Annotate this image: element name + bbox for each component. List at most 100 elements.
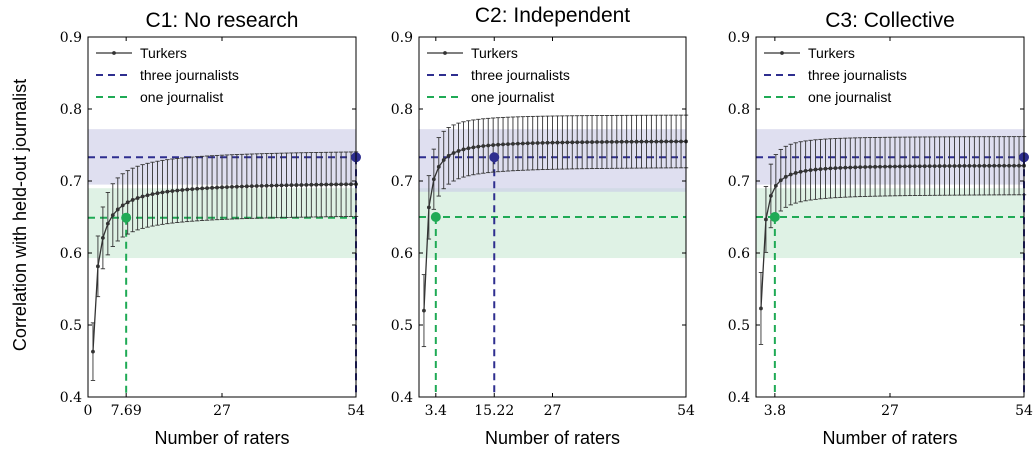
y-tick-label: 0.9 (391, 30, 413, 46)
legend-turkers-marker (443, 51, 447, 55)
legend-one-journalist-label: one journalist (140, 89, 223, 105)
turkers-point (175, 188, 180, 193)
turkers-point (644, 139, 649, 144)
turkers-point (778, 178, 783, 183)
turkers-point (481, 144, 486, 148)
one-journalist-crossover-marker (121, 212, 132, 223)
turkers-point (868, 165, 873, 169)
turkers-point (669, 139, 674, 144)
turkers-point (768, 194, 773, 198)
turkers-point (436, 164, 441, 169)
x-tick-label: 3.4 (425, 403, 447, 419)
turkers-point (269, 183, 274, 188)
turkers-point (609, 139, 614, 144)
chart-panel-3: 0.4 0.5 0.6 0.7 0.8 0.9 3.8 27 54 C3: Collective N… (728, 9, 1033, 448)
turkers-point (210, 185, 214, 190)
turkers-point (912, 164, 917, 169)
turkers-point (808, 168, 813, 173)
turkers-point (590, 140, 594, 144)
turkers-point (967, 164, 972, 168)
legend-three-journalists-label: three journalists (471, 67, 570, 83)
turkers-point (471, 145, 476, 150)
y-tick-label: 0.9 (728, 30, 750, 46)
turkers-point (932, 164, 937, 169)
turkers-point (838, 165, 843, 170)
turkers-point (619, 139, 624, 144)
turkers-point (515, 141, 520, 146)
turkers-point (893, 164, 897, 169)
turkers-point (110, 213, 115, 218)
legend-turkers-label: Turkers (808, 45, 855, 61)
turkers-point (947, 164, 952, 168)
turkers-point (798, 169, 803, 174)
turkers-point (451, 151, 456, 155)
turkers-point (604, 140, 609, 144)
y-axis-label: Correlation with held-out journalist (10, 79, 30, 351)
turkers-point (446, 153, 451, 158)
turkers-point (575, 140, 580, 145)
y-tick-label: 0.4 (391, 390, 413, 406)
turkers-point (309, 182, 314, 187)
x-tick-label: 27 (544, 403, 562, 419)
turkers-point (525, 141, 530, 146)
turkers-point (329, 182, 334, 187)
y-tick-label: 0.6 (391, 246, 413, 262)
turkers-point (783, 174, 788, 179)
turkers-point (535, 141, 540, 145)
turkers-point (249, 184, 254, 189)
turkers-point (858, 165, 863, 170)
legend-turkers-label: Turkers (471, 45, 518, 61)
turkers-point (962, 164, 967, 168)
y-tick-label: 0.4 (728, 390, 750, 406)
turkers-point (917, 164, 922, 169)
turkers-point (659, 139, 664, 144)
turkers-point (927, 164, 932, 169)
turkers-point (654, 139, 659, 144)
one-journalist-crossover-marker (430, 212, 441, 222)
turkers-point (873, 164, 878, 169)
turkers-point (883, 164, 887, 169)
turkers-point (304, 182, 309, 187)
turkers-point (972, 163, 977, 168)
turkers-point (560, 140, 565, 145)
turkers-point (91, 349, 95, 354)
turkers-point (942, 164, 947, 168)
turkers-point (426, 205, 431, 210)
x-tick-label: 3.8 (764, 403, 786, 419)
x-axis-label: Number of raters (822, 428, 957, 448)
turkers-point (234, 184, 239, 189)
turkers-point (853, 165, 858, 170)
turkers-point (902, 164, 907, 169)
turkers-point (649, 139, 654, 144)
turkers-point (279, 183, 284, 188)
turkers-point (324, 182, 329, 187)
one-journalist-band (756, 188, 1024, 259)
turkers-point (289, 183, 294, 188)
turkers-point (314, 182, 319, 187)
turkers-point (215, 185, 219, 190)
turkers-point (580, 140, 585, 145)
turkers-point (843, 165, 848, 170)
turkers-point (759, 306, 763, 311)
turkers-point (344, 182, 348, 187)
legend: Turkers three journalists one journalist (96, 45, 239, 105)
y-tick-label: 0.7 (391, 174, 413, 190)
turkers-point (160, 190, 165, 195)
turkers-point (466, 146, 471, 151)
turkers-point (1017, 163, 1021, 168)
turkers-point (585, 140, 590, 145)
chart-panel-2: 0.4 0.5 0.6 0.7 0.8 0.9 3.4 15.22 27 54 C2: Indepe… (391, 4, 695, 448)
legend-one-journalist-label: one journalist (471, 89, 554, 105)
turkers-point (239, 184, 244, 189)
turkers-point (788, 172, 793, 177)
legend: Turkers three journalists one journalist (764, 45, 907, 105)
turkers-point (634, 139, 639, 144)
turkers-point (274, 183, 279, 188)
chart-title: C2: Independent (475, 4, 630, 27)
turkers-point (319, 182, 324, 187)
turkers-point (813, 167, 818, 172)
turkers-point (550, 140, 555, 145)
turkers-point (96, 264, 100, 269)
legend: Turkers three journalists one journalist (427, 45, 570, 105)
